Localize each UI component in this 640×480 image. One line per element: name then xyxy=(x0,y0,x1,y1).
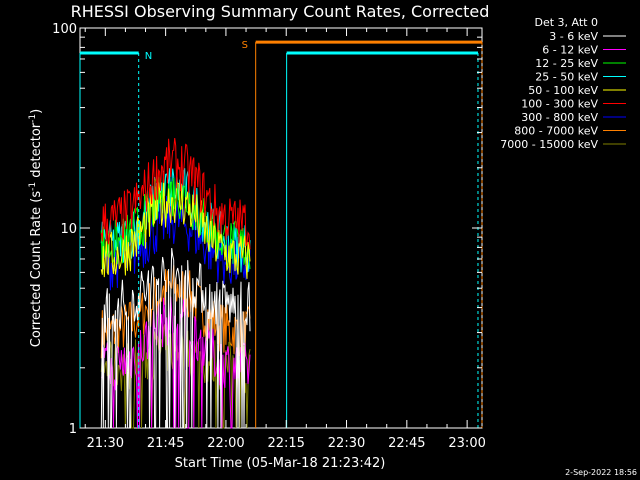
x-tick-label-1: 21:45 xyxy=(147,436,184,451)
legend-label-7: 800 - 7000 keV xyxy=(514,125,598,138)
series-line-0 xyxy=(100,248,251,429)
legend-label-1: 6 - 12 keV xyxy=(542,44,598,57)
y-tick-label-0: 1 xyxy=(69,422,77,437)
legend-label-6: 300 - 800 keV xyxy=(521,111,598,124)
plot-content: NS xyxy=(79,40,483,429)
x-tick-label-5: 22:45 xyxy=(388,436,425,451)
series-line-4 xyxy=(100,179,251,279)
legend-label-2: 12 - 25 keV xyxy=(535,57,598,70)
y-tick-label-1: 10 xyxy=(60,222,77,237)
legend-label-3: 25 - 50 keV xyxy=(535,71,598,84)
legend-label-0: 3 - 6 keV xyxy=(549,30,598,43)
flag-label-0: N xyxy=(145,51,152,62)
legend-label-8: 7000 - 15000 keV xyxy=(500,138,598,151)
x-tick-label-3: 22:15 xyxy=(267,436,304,451)
x-tick-label-0: 21:30 xyxy=(87,436,124,451)
footer-date: 2-Sep-2022 18:56 xyxy=(565,468,637,477)
x-tick-label-4: 22:30 xyxy=(328,436,365,451)
series-line-1 xyxy=(100,296,251,429)
legend-label-4: 50 - 100 keV xyxy=(528,84,598,97)
y-axis-label: Corrected Count Rate (s-1 detector-1) xyxy=(28,109,44,347)
chart-title: RHESSI Observing Summary Count Rates, Co… xyxy=(71,2,490,21)
x-axis-label: Start Time (05-Mar-18 21:23:42) xyxy=(175,456,386,471)
axes: 21:30 21:45 22:00 22:15 22:30 22:45 23:00 1 10 10… xyxy=(52,22,486,451)
x-tick-label-6: 23:00 xyxy=(448,436,485,451)
legend-label-5: 100 - 300 keV xyxy=(521,98,598,111)
legend-title: Det 3, Att 0 xyxy=(535,16,599,29)
x-tick-label-2: 22:00 xyxy=(207,436,244,451)
y-tick-label-2: 100 xyxy=(52,22,77,37)
flag-label-1: S xyxy=(242,40,248,51)
series-line-5 xyxy=(100,138,251,250)
